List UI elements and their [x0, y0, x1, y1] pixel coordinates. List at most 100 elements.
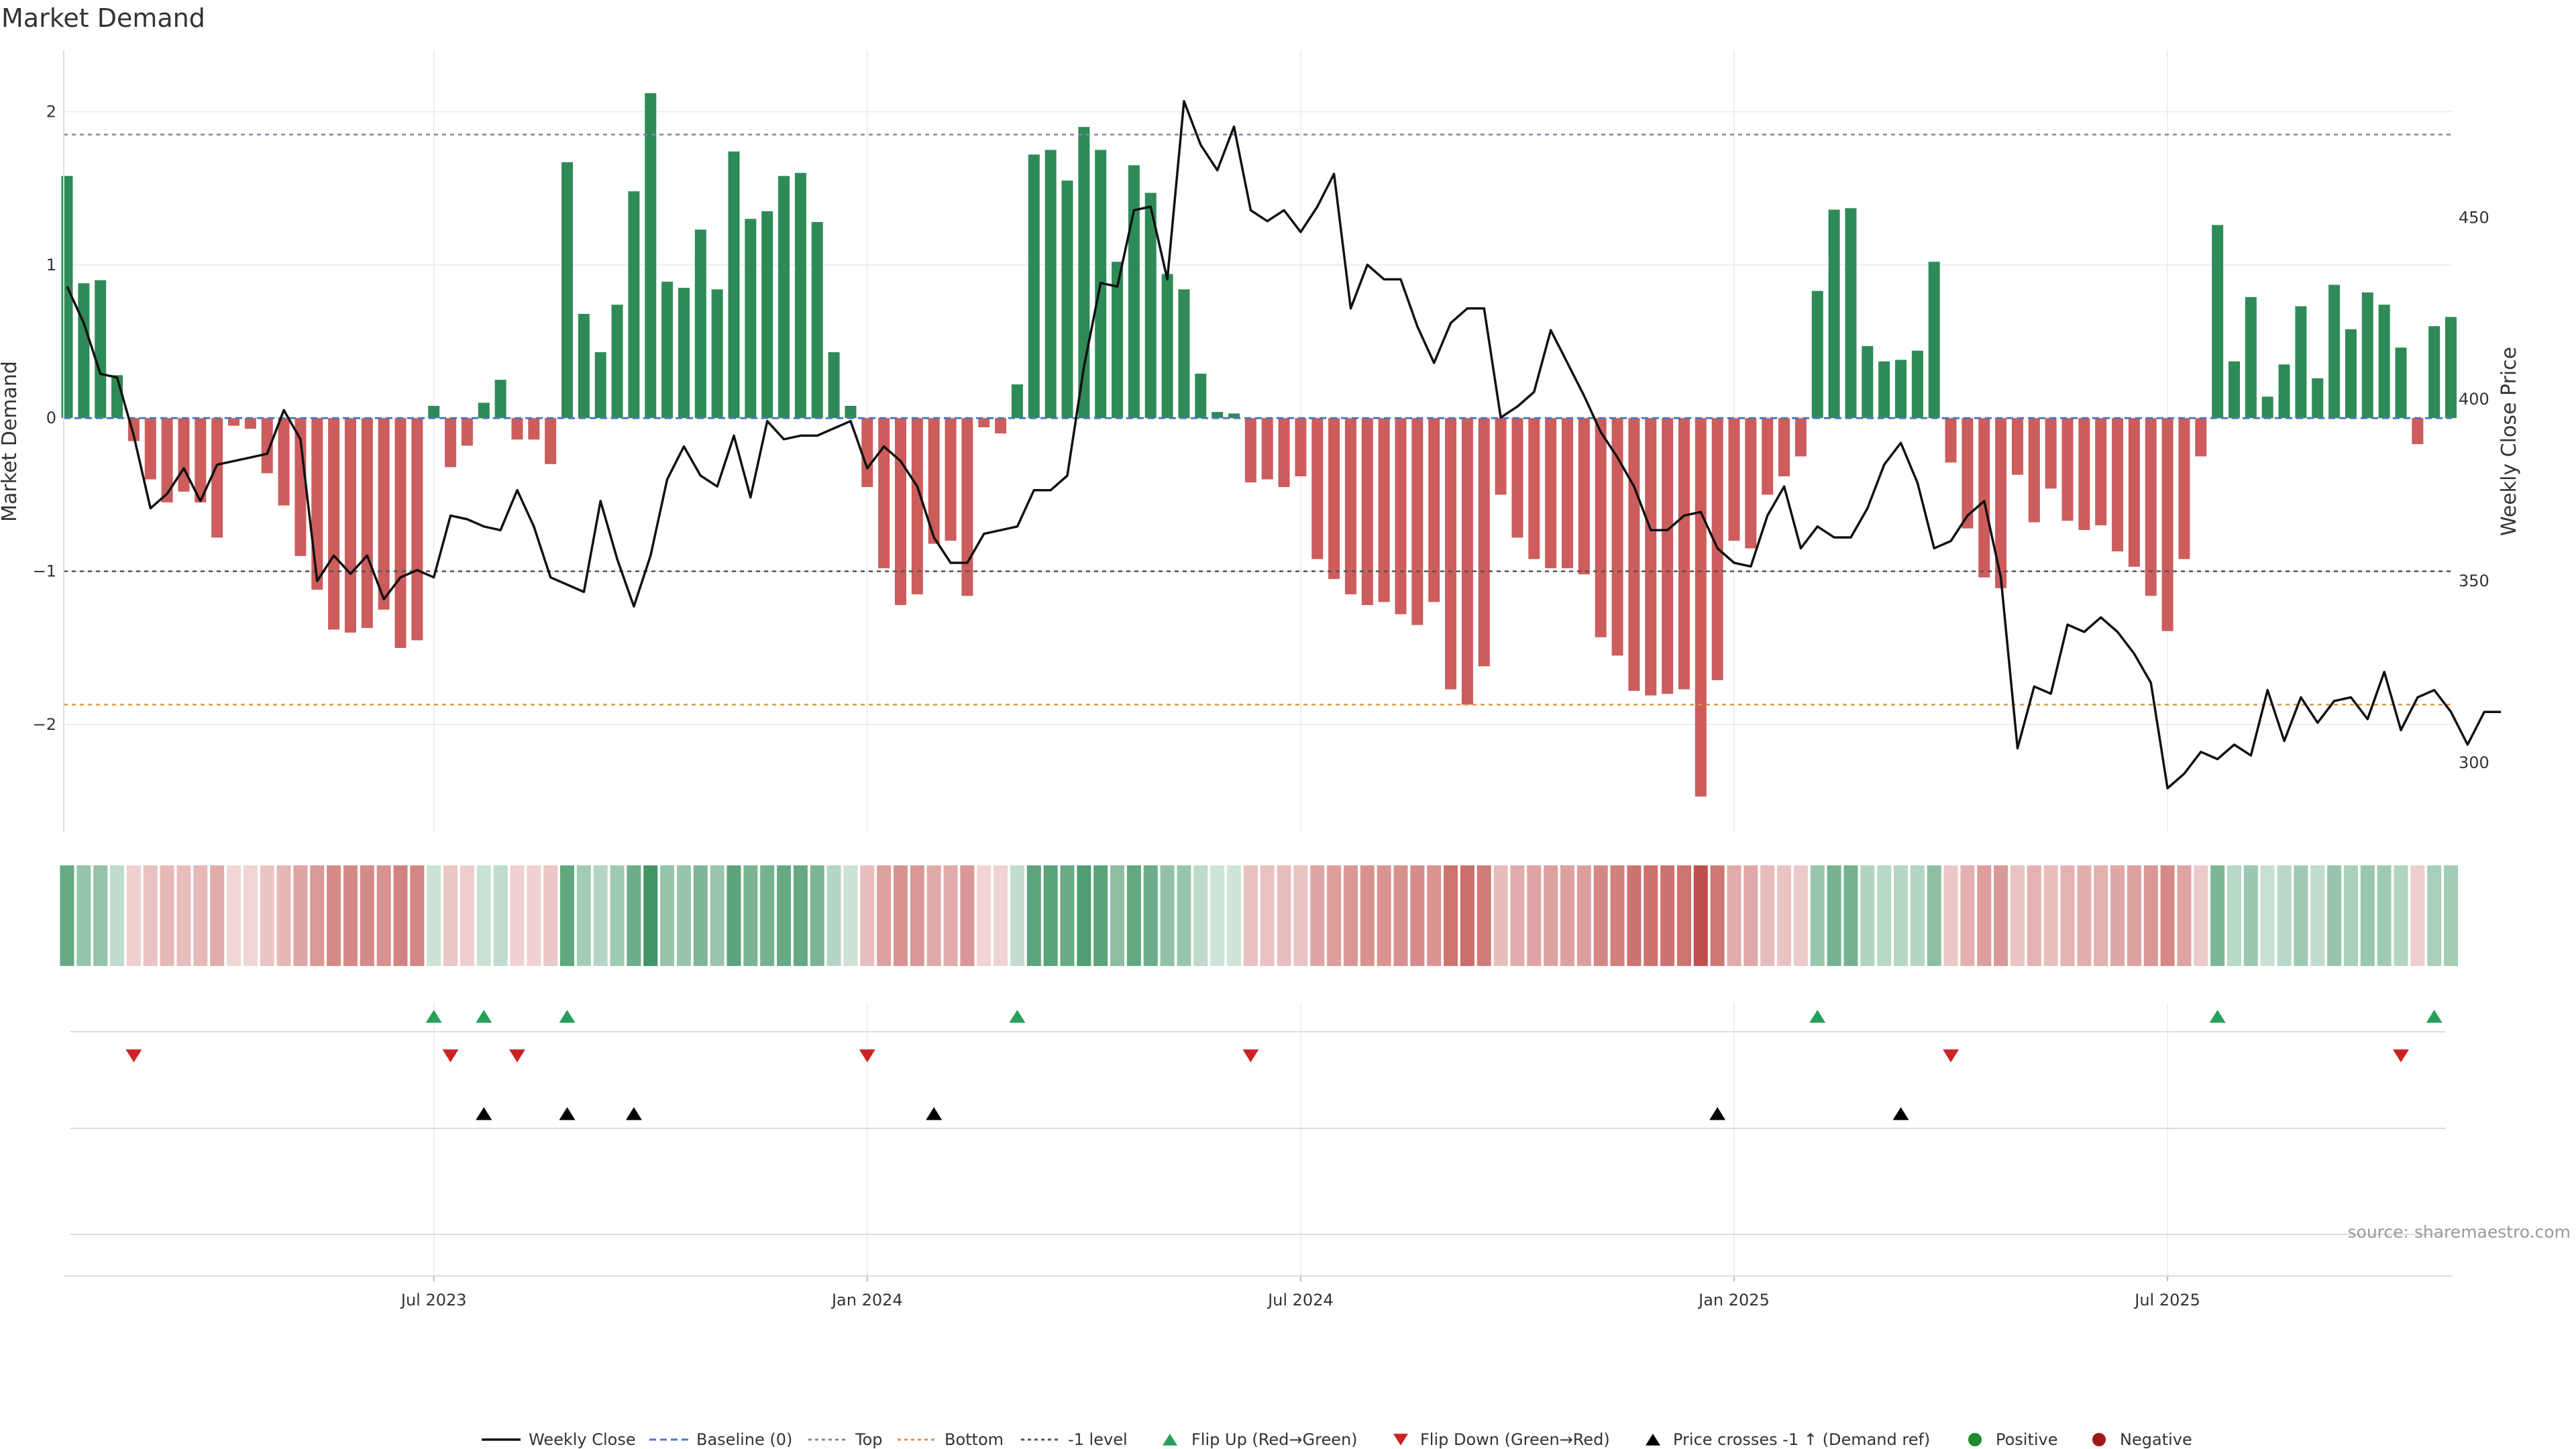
demand-bar-128: [2195, 418, 2207, 457]
demand-bar-70: [1228, 413, 1240, 419]
heat-cell-119: [2043, 865, 2058, 966]
demand-bar-57: [1011, 384, 1023, 419]
flip-down-marker-1: [442, 1049, 459, 1063]
demand-bar-36: [661, 281, 674, 419]
demand-bar-49: [878, 418, 890, 569]
heat-cell-47: [843, 865, 858, 966]
heat-cell-38: [693, 865, 708, 966]
demand-bar-96: [1662, 418, 1674, 694]
heat-cell-37: [676, 865, 691, 966]
demand-bar-137: [2345, 329, 2357, 419]
heat-cell-96: [1660, 865, 1675, 966]
weekly-close-line: [66, 100, 2502, 790]
legend-label-0: Weekly Close: [529, 1430, 636, 1449]
demand-bar-37: [678, 288, 690, 419]
demand-bar-130: [2229, 361, 2240, 419]
heat-cell-94: [1627, 865, 1642, 966]
demand-bar-115: [1978, 418, 1990, 578]
flip-up-marker-0: [425, 1010, 442, 1023]
demand-bar-108: [1862, 345, 1874, 419]
heat-cell-0: [60, 865, 74, 966]
demand-bar-39: [711, 289, 723, 419]
demand-bar-65: [1144, 193, 1157, 419]
heat-cell-34: [627, 865, 641, 966]
heat-cell-83: [1444, 865, 1458, 966]
demand-bar-68: [1195, 373, 1207, 419]
demand-bar-139: [2378, 305, 2390, 419]
heat-cell-58: [1026, 865, 1041, 966]
demand-bar-136: [2328, 284, 2341, 419]
demand-bar-88: [1528, 418, 1540, 559]
demand-bar-24: [461, 418, 473, 446]
demand-bar-27: [511, 418, 523, 440]
heat-cell-25: [476, 865, 491, 966]
flip-up-marker-6: [2426, 1010, 2443, 1023]
demand-bar-102: [1762, 418, 1774, 495]
legend-label-3: Bottom: [945, 1430, 1004, 1449]
x-tick-label-4: Jul 2025: [2133, 1291, 2200, 1309]
legend-marker-8: [1968, 1433, 1982, 1446]
reference-levels: [64, 133, 2452, 706]
heat-cell-40: [727, 865, 741, 966]
heat-cell-106: [1827, 865, 1841, 966]
axes: 2 1 0 −1 −2 450 400 350 300 Market Demand Weekly C…: [0, 50, 2521, 1309]
left-tick-label-2: 0: [46, 409, 56, 427]
legend-label-1: Baseline (0): [696, 1430, 792, 1449]
demand-bar-6: [161, 418, 173, 502]
right-tick-label-3: 300: [2459, 753, 2489, 772]
demand-bar-41: [745, 219, 757, 419]
x-tick-label-3: Jan 2025: [1697, 1291, 1770, 1309]
heat-cell-85: [1477, 865, 1491, 966]
heat-cell-68: [1193, 865, 1208, 966]
left-tick-label-3: −1: [33, 562, 56, 581]
heat-cell-67: [1177, 865, 1191, 966]
demand-bar-67: [1178, 289, 1190, 419]
heat-cell-100: [1727, 865, 1741, 966]
heat-cell-142: [2427, 865, 2442, 966]
legend-label-6: Flip Down (Green→Red): [1420, 1430, 1610, 1449]
demand-bar-135: [2312, 378, 2324, 419]
demand-bar-35: [645, 93, 657, 419]
demand-bar-97: [1678, 418, 1690, 690]
heat-cell-137: [2343, 865, 2358, 966]
heat-cell-8: [193, 865, 208, 966]
demand-bar-112: [1928, 262, 1940, 419]
heat-cell-131: [2243, 865, 2258, 966]
heat-cell-52: [926, 865, 941, 966]
demand-bar-89: [1545, 418, 1557, 569]
demand-bar-119: [2045, 418, 2057, 489]
demand-bar-81: [1411, 418, 1424, 625]
heat-cell-13: [276, 865, 291, 966]
demand-bar-106: [1828, 209, 1840, 419]
heat-cell-123: [2110, 865, 2125, 966]
heat-cell-28: [527, 865, 541, 966]
demand-bar-127: [2178, 418, 2190, 559]
flip-down-marker-5: [1943, 1049, 1960, 1063]
flip-down-marker-0: [125, 1049, 142, 1063]
demand-bar-120: [2061, 418, 2074, 521]
demand-bar-31: [578, 313, 590, 419]
demand-bar-19: [378, 418, 390, 610]
heat-cell-59: [1043, 865, 1058, 966]
demand-bar-69: [1212, 412, 1224, 419]
demand-bar-138: [2361, 292, 2373, 419]
heat-cell-61: [1077, 865, 1091, 966]
demand-bar-30: [561, 162, 573, 419]
demand-bar-83: [1445, 418, 1457, 690]
demand-bar-32: [594, 352, 606, 419]
demand-bar-74: [1295, 418, 1307, 477]
demand-bar-95: [1645, 418, 1657, 696]
demand-bar-141: [2412, 418, 2424, 445]
heat-cell-86: [1493, 865, 1508, 966]
demand-bar-33: [611, 305, 623, 419]
heat-cell-35: [643, 865, 658, 966]
heat-cell-89: [1544, 865, 1558, 966]
demand-bar-140: [2395, 347, 2407, 419]
demand-bar-123: [2112, 418, 2124, 551]
flip-down-marker-2: [508, 1049, 525, 1063]
demand-bar-13: [278, 418, 290, 506]
demand-bar-50: [895, 418, 906, 605]
heat-cell-130: [2227, 865, 2241, 966]
demand-bar-34: [628, 191, 640, 419]
